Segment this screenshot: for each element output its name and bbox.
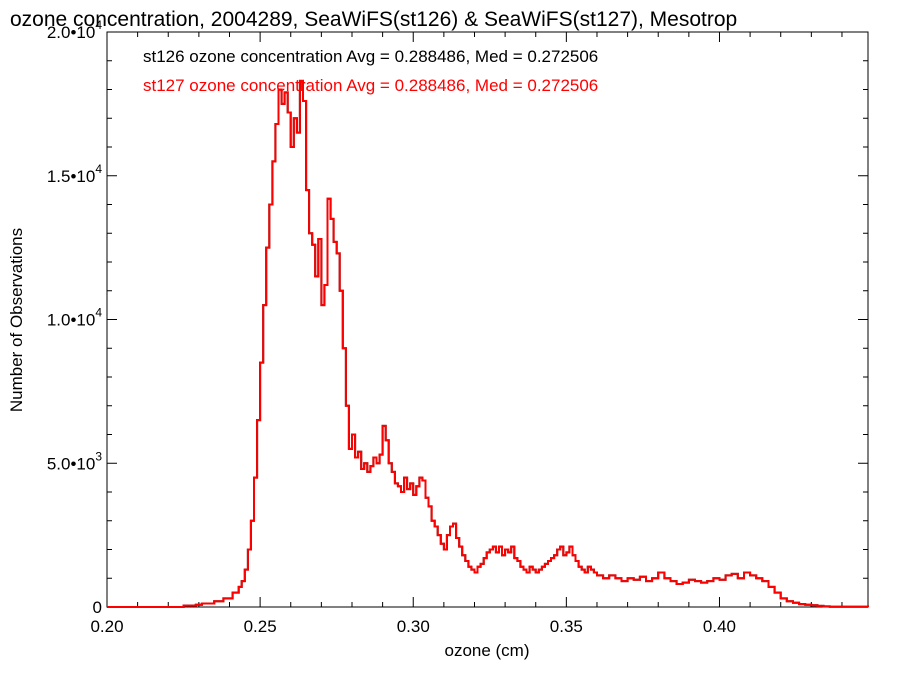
y-axis: 0 5.0•103 1.0•104 1.5•104 2.0•104 [47,18,868,617]
legend-entry-st126: st126 ozone concentration Avg = 0.288486… [143,47,598,66]
legend-entry-st127: st127 ozone concentration Avg = 0.288486… [143,76,598,95]
plot-frame [106,31,869,608]
y-axis-label: Number of Observations [7,228,26,412]
y-tick-label: 5.0•103 [47,449,103,473]
x-tick-label: 0.25 [244,617,277,636]
chart-title: ozone concentration, 2004289, SeaWiFS(st… [10,8,737,31]
x-axis-label: ozone (cm) [444,641,529,660]
x-axis: 0.20 0.25 0.30 0.35 0.40 [90,32,843,636]
x-tick-label: 0.40 [703,617,736,636]
x-tick-label: 0.35 [550,617,583,636]
series-line-st126 [107,79,869,608]
x-tick-label: 0.30 [397,617,430,636]
y-tick-label: 1.5•104 [47,162,103,186]
y-tick-label: 2.0•104 [47,18,103,42]
series-line-st127 [107,79,869,608]
x-tick-label: 0.20 [90,617,123,636]
y-tick-label: 1.0•104 [47,306,103,330]
series-layer [107,79,869,608]
y-tick-label: 0 [93,598,102,617]
